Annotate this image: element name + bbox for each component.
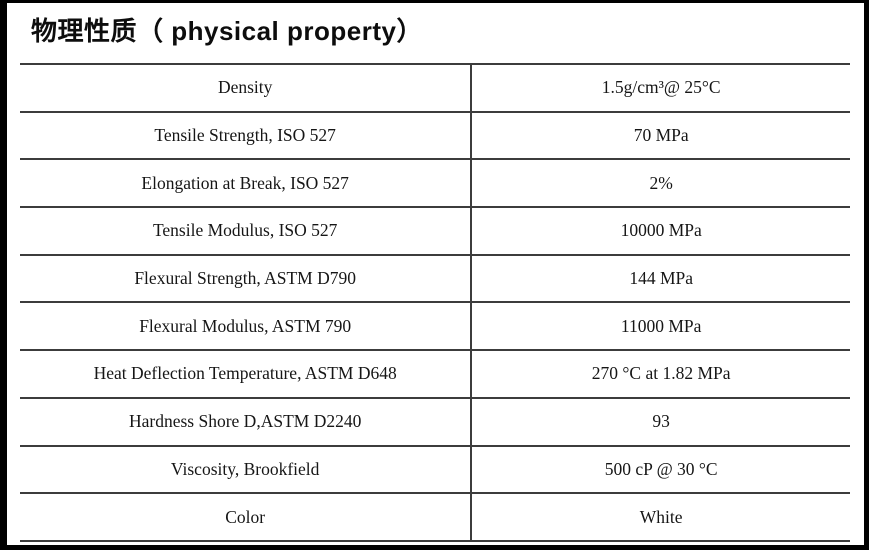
table-row: Flexural Strength, ASTM D790 144 MPa — [20, 253, 850, 302]
property-value-cell: 1.5g/cm³@ 25°C — [601, 77, 721, 98]
table-row: Heat Deflection Temperature, ASTM D648 2… — [20, 349, 850, 397]
property-name-cell: Flexural Modulus, ASTM 790 — [20, 303, 473, 350]
property-value-cell: 10000 MPa — [620, 220, 702, 241]
table-row: Elongation at Break, ISO 527 2% — [20, 158, 850, 207]
table-row: Hardness Shore D,ASTM D2240 93 — [20, 396, 850, 445]
property-value-cell: 2% — [649, 172, 673, 193]
property-name-cell: Tensile Strength, ISO 527 — [20, 112, 473, 159]
table-row: Viscosity, Brookfield 500 cP @ 30 °C — [20, 444, 850, 493]
page-title: 物理性质（ physical property） — [31, 16, 423, 46]
property-value-cell: 11000 MPa — [620, 315, 702, 336]
property-value-cell: 70 MPa — [633, 125, 689, 146]
property-name-cell: Elongation at Break, ISO 527 — [20, 160, 473, 207]
property-name-cell: Density — [20, 65, 473, 111]
table-row: Density 1.5g/cm³@ 25°C — [20, 63, 850, 111]
property-name-cell: Heat Deflection Temperature, ASTM D648 — [20, 351, 473, 397]
property-value-cell: White — [639, 506, 683, 527]
physical-property-table: Density 1.5g/cm³@ 25°C Tensile Strength,… — [20, 63, 850, 542]
property-value-cell: 93 — [652, 411, 670, 432]
table-row: Flexural Modulus, ASTM 790 11000 MPa — [20, 301, 850, 350]
property-name-cell: Color — [20, 494, 473, 540]
property-name-cell: Tensile Modulus, ISO 527 — [20, 208, 473, 254]
property-name-cell: Viscosity, Brookfield — [20, 446, 473, 493]
property-name-cell: Hardness Shore D,ASTM D2240 — [20, 398, 473, 445]
property-value-cell: 144 MPa — [629, 268, 694, 289]
table-row: Color White — [20, 492, 850, 540]
table-row: Tensile Strength, ISO 527 70 MPa — [20, 110, 850, 159]
property-value-cell: 270 °C at 1.82 MPa — [591, 363, 731, 384]
table-row: Tensile Modulus, ISO 527 10000 MPa — [20, 206, 850, 254]
property-name-cell: Flexural Strength, ASTM D790 — [20, 255, 473, 302]
property-value-cell: 500 cP @ 30 °C — [604, 458, 718, 479]
